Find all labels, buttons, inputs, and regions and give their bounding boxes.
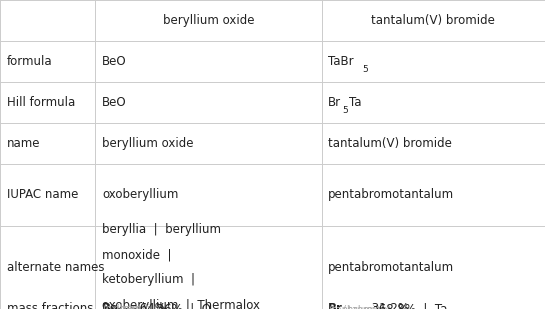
Text: Br: Br bbox=[328, 303, 343, 309]
Text: tantalum(V) bromide: tantalum(V) bromide bbox=[328, 137, 452, 150]
Text: beryllium oxide: beryllium oxide bbox=[163, 14, 254, 27]
Text: 68.8%  |  Ta: 68.8% | Ta bbox=[375, 303, 447, 309]
Text: monoxide  |: monoxide | bbox=[102, 248, 172, 261]
Text: oxoberyllium  |  Thermalox: oxoberyllium | Thermalox bbox=[102, 299, 260, 309]
Text: pentabromotantalum: pentabromotantalum bbox=[328, 188, 454, 201]
Text: beryllia  |  beryllium: beryllia | beryllium bbox=[102, 223, 221, 236]
Text: 36%  |  O: 36% | O bbox=[153, 303, 210, 309]
Text: 5: 5 bbox=[362, 65, 368, 74]
Text: 64%: 64% bbox=[136, 303, 166, 309]
Text: mass fractions: mass fractions bbox=[7, 303, 93, 309]
Text: pentabromotantalum: pentabromotantalum bbox=[328, 261, 454, 274]
Text: Br: Br bbox=[328, 96, 341, 109]
Text: ketoberyllium  |: ketoberyllium | bbox=[102, 273, 195, 286]
Text: Be: Be bbox=[102, 303, 119, 309]
Text: formula: formula bbox=[7, 55, 52, 68]
Text: (oxygen): (oxygen) bbox=[102, 304, 145, 309]
Text: TaBr: TaBr bbox=[328, 55, 354, 68]
Text: alternate names: alternate names bbox=[7, 261, 104, 274]
Text: tantalum(V) bromide: tantalum(V) bromide bbox=[371, 14, 495, 27]
Text: BeO: BeO bbox=[102, 96, 126, 109]
Text: BeO: BeO bbox=[102, 55, 126, 68]
Text: 5: 5 bbox=[342, 106, 348, 115]
Text: 31.2%: 31.2% bbox=[368, 303, 409, 309]
Text: Ta: Ta bbox=[349, 96, 362, 109]
Text: name: name bbox=[7, 137, 40, 150]
Text: (bromine): (bromine) bbox=[340, 304, 391, 309]
Text: (beryllium): (beryllium) bbox=[113, 304, 170, 309]
Text: IUPAC name: IUPAC name bbox=[7, 188, 78, 201]
Text: Hill formula: Hill formula bbox=[7, 96, 75, 109]
Text: (tantalum): (tantalum) bbox=[328, 304, 380, 309]
Text: oxoberyllium: oxoberyllium bbox=[102, 188, 178, 201]
Text: beryllium oxide: beryllium oxide bbox=[102, 137, 193, 150]
